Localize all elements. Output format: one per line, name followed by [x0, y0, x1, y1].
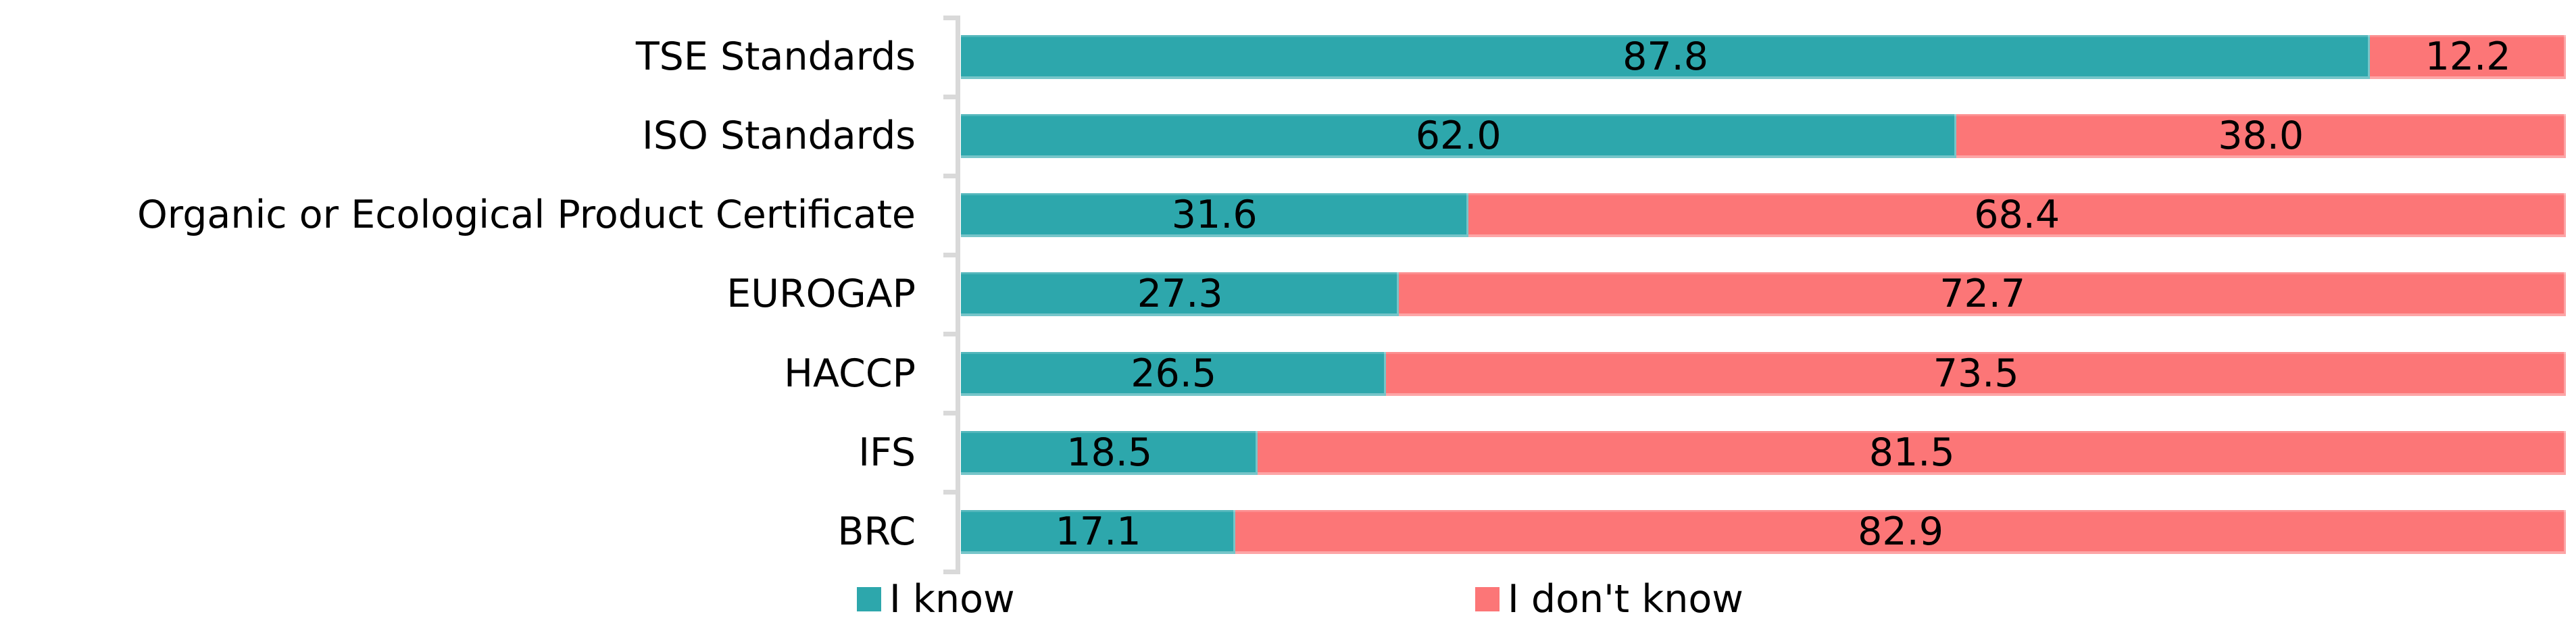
segment-i-dont-know: 73.5: [1386, 351, 2566, 396]
segment-i-know: 26.5: [961, 351, 1387, 396]
legend: I know I don't know: [0, 578, 2576, 620]
value-label-i-know: 17.1: [1055, 509, 1141, 554]
category-label: IFS: [858, 430, 916, 475]
category-label: HACCP: [784, 351, 916, 396]
value-label-i-know: 31.6: [1171, 193, 1258, 238]
value-label-i-dont-know: 73.5: [1933, 351, 2019, 396]
segment-i-dont-know: 38.0: [1956, 113, 2566, 159]
value-label-i-dont-know: 12.2: [2425, 34, 2511, 80]
segment-i-dont-know: 68.4: [1468, 193, 2566, 238]
bar-row: TSE Standards 87.8 12.2: [0, 18, 2566, 97]
segment-i-know: 27.3: [961, 272, 1400, 317]
legend-label-i-dont-know: I don't know: [1508, 576, 1743, 622]
bar-track: 17.1 82.9: [961, 509, 2566, 554]
bar-row: ISO Standards 62.0 38.0: [0, 97, 2566, 176]
y-axis-ticks: [943, 15, 960, 574]
bar-track: 27.3 72.7: [961, 272, 2566, 317]
bar-row: Organic or Ecological Product Certificat…: [0, 176, 2566, 255]
value-label-i-know: 26.5: [1131, 351, 1217, 396]
axis-tick: [943, 173, 960, 178]
legend-swatch-i-know: [857, 587, 881, 611]
legend-swatch-i-dont-know: [1475, 587, 1500, 611]
bar-track: 31.6 68.4: [961, 193, 2566, 238]
axis-tick: [943, 490, 960, 495]
segment-i-know: 17.1: [961, 509, 1236, 554]
bar-row: EUROGAP 27.3 72.7: [0, 255, 2566, 334]
segment-i-dont-know: 72.7: [1399, 272, 2566, 317]
axis-tick: [943, 94, 960, 99]
category-label: ISO Standards: [642, 113, 916, 159]
segment-i-know: 31.6: [961, 193, 1468, 238]
segment-i-know: 18.5: [961, 430, 1258, 475]
segment-i-dont-know: 12.2: [2370, 34, 2566, 80]
legend-item-i-know: I know: [857, 578, 1015, 620]
bar-track: 87.8 12.2: [961, 34, 2566, 80]
bar-rows: TSE Standards 87.8 12.2 ISO Standards 62…: [0, 18, 2566, 572]
category-label: BRC: [837, 509, 916, 554]
value-label-i-know: 27.3: [1137, 272, 1223, 317]
axis-tick: [943, 15, 960, 20]
bar-track: 62.0 38.0: [961, 113, 2566, 159]
category-label: EUROGAP: [726, 272, 916, 317]
segment-i-dont-know: 81.5: [1258, 430, 2566, 475]
legend-label-i-know: I know: [889, 576, 1015, 622]
axis-tick: [943, 411, 960, 416]
category-label: TSE Standards: [635, 34, 916, 80]
bar-track: 18.5 81.5: [961, 430, 2566, 475]
category-label: Organic or Ecological Product Certificat…: [137, 193, 916, 238]
value-label-i-dont-know: 68.4: [1974, 193, 2060, 238]
value-label-i-know: 87.8: [1623, 34, 1709, 80]
legend-item-i-dont-know: I don't know: [1475, 578, 1743, 620]
value-label-i-dont-know: 72.7: [1939, 272, 2026, 317]
value-label-i-know: 18.5: [1066, 430, 1153, 475]
value-label-i-dont-know: 38.0: [2218, 113, 2304, 159]
y-axis-line: [956, 16, 960, 572]
value-label-i-know: 62.0: [1415, 113, 1502, 159]
bar-row: HACCP 26.5 73.5: [0, 334, 2566, 413]
axis-tick: [943, 332, 960, 337]
bar-track: 26.5 73.5: [961, 351, 2566, 396]
value-label-i-dont-know: 81.5: [1868, 430, 1955, 475]
axis-tick: [943, 252, 960, 257]
bar-row: IFS 18.5 81.5: [0, 413, 2566, 493]
segment-i-know: 62.0: [961, 113, 1956, 159]
segment-i-know: 87.8: [961, 34, 2371, 80]
axis-tick: [943, 569, 960, 574]
segment-i-dont-know: 82.9: [1235, 509, 2566, 554]
bar-row: BRC 17.1 82.9: [0, 493, 2566, 572]
value-label-i-dont-know: 82.9: [1858, 509, 1944, 554]
